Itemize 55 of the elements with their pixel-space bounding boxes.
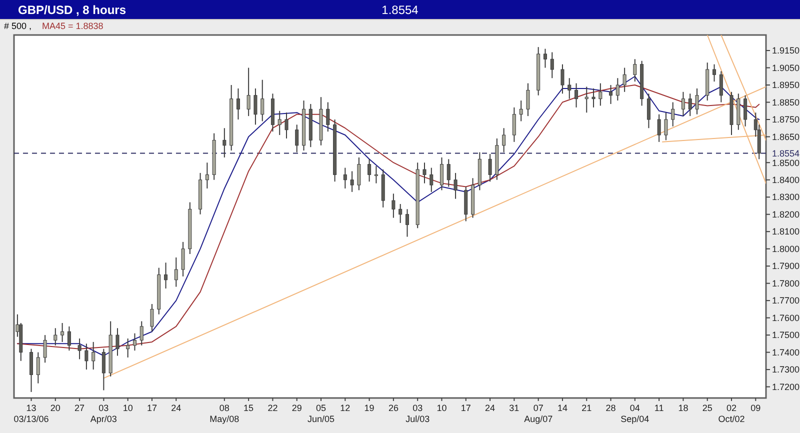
y-tick-label: 1.9050: [772, 62, 800, 73]
y-tick-label: 1.8750: [772, 114, 800, 125]
y-tick-label: 1.7200: [772, 382, 800, 392]
x-tick-label: 24: [485, 403, 496, 413]
y-tick-label: 1.7500: [772, 330, 800, 340]
y-tick-label: 1.7600: [772, 312, 800, 323]
y-tick-label: 1.8300: [772, 192, 800, 202]
y-tick-label: 1.7800: [772, 278, 800, 288]
x-tick-label: 27: [74, 403, 85, 413]
x-tick-label: 08 May/08: [210, 403, 240, 424]
y-tick-label: 1.8850: [772, 97, 800, 108]
text: MA45 = 1.8838: [42, 21, 104, 31]
x-tick-label: 18: [678, 403, 688, 413]
x-tick-label: 21: [582, 403, 592, 413]
x-tick-label: 02 Oct/02: [718, 403, 745, 424]
x-tick-label: 14: [557, 403, 568, 413]
ref-line-label: 1.8554: [772, 148, 800, 158]
y-tick-label: 1.8400: [772, 175, 800, 186]
x-tick-label: 31: [509, 403, 520, 413]
x-tick-label: 03 Jul/03: [406, 403, 430, 424]
chart-subtitle: 1.8554: [382, 3, 419, 17]
x-tick-label: 20: [50, 403, 60, 413]
x-tick-label: 10: [436, 403, 447, 413]
y-tick-label: 1.8100: [772, 226, 800, 237]
y-tick-label: 1.8650: [772, 132, 800, 142]
y-tick-label: 1.8950: [772, 80, 800, 90]
x-tick-label: 17: [146, 403, 157, 413]
x-tick-label: 12: [340, 403, 350, 413]
y-tick-label: 1.7400: [772, 347, 800, 358]
y-tick-label: 1.8500: [772, 158, 800, 168]
x-tick-label: 05 Jun/05: [307, 403, 335, 424]
text: # 500 ,: [4, 21, 32, 31]
y-tick-label: 1.7300: [772, 364, 800, 375]
x-tick-label: 13 03/13/06: [14, 403, 49, 424]
x-tick-label: 04 Sep/04: [620, 403, 650, 424]
x-tick-label: 24: [171, 403, 182, 413]
y-tick-label: 1.8000: [772, 244, 800, 254]
y-tick-label: 1.7700: [772, 296, 800, 306]
chart-title: GBP/USD , 8 hours: [18, 3, 126, 17]
x-tick-label: 10: [122, 403, 133, 413]
x-tick-label: 26: [388, 403, 398, 413]
y-tick-label: 1.9150: [772, 46, 800, 56]
x-tick-label: 15: [244, 403, 254, 413]
x-tick-label: 19: [364, 403, 374, 413]
x-tick-label: 11: [654, 403, 664, 413]
x-tick-label: 07 Aug/07: [524, 403, 553, 424]
x-tick-label: 22: [268, 403, 278, 413]
x-tick-label: 03 Apr/03: [90, 403, 117, 424]
x-tick-label: 09: [750, 403, 761, 413]
x-tick-label: 25: [702, 403, 712, 413]
x-tick-label: 17: [460, 403, 471, 413]
x-tick-label: 28: [606, 403, 616, 413]
x-tick-label: 29: [292, 403, 302, 413]
y-tick-label: 1.7900: [772, 261, 800, 272]
y-tick-label: 1.8200: [772, 209, 800, 220]
